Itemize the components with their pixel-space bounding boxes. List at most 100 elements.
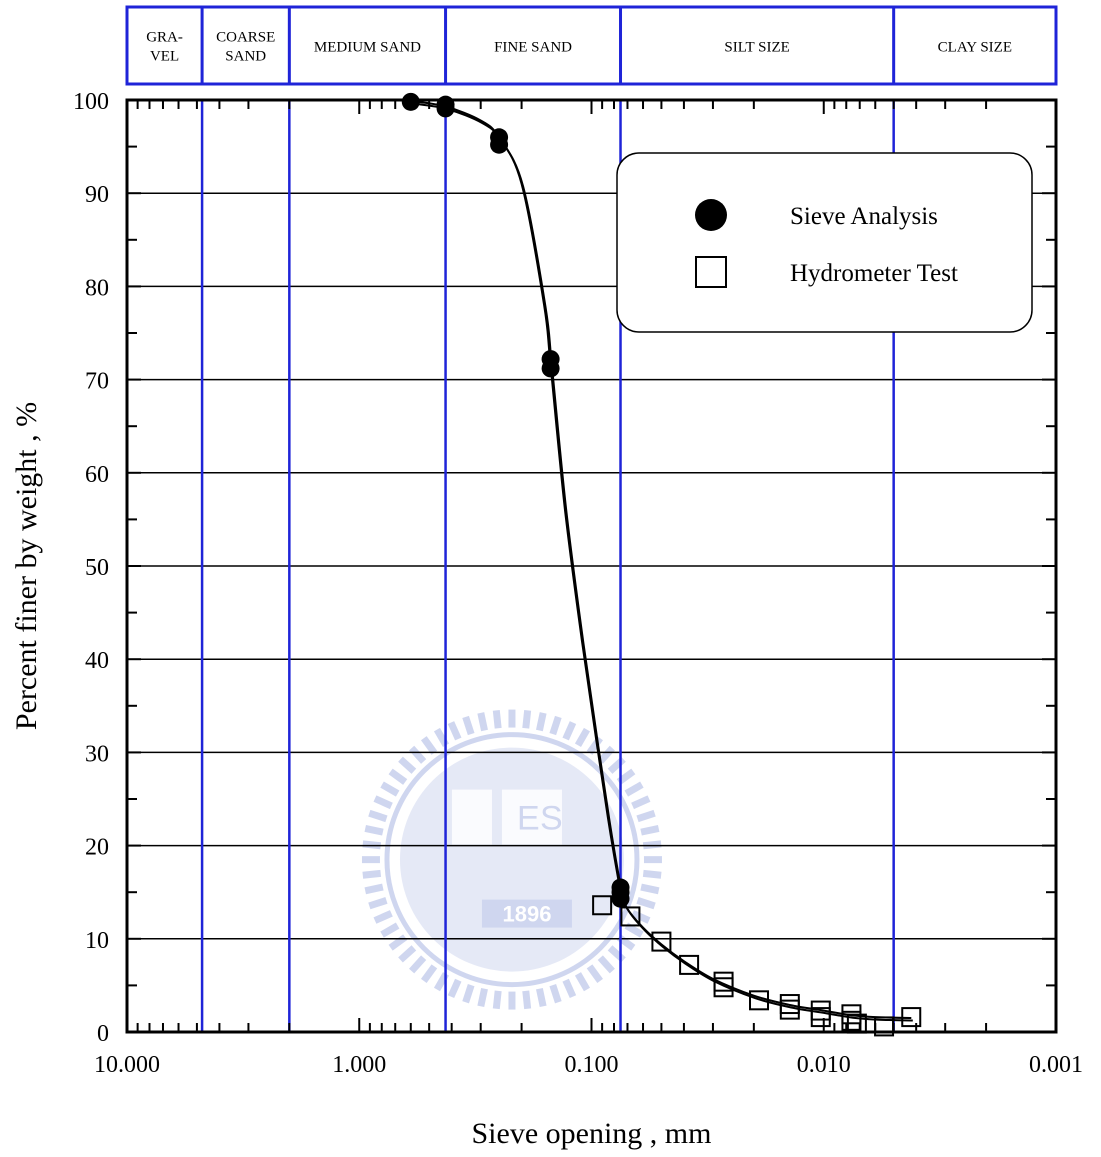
seal-ray — [364, 824, 384, 836]
seal-ray — [364, 883, 384, 895]
soil-classification-header: GRA- VEL COARSE SAND MEDIUM SAND FINE SAND SIL… — [125, 5, 1058, 86]
seal-ray — [409, 745, 427, 764]
y-tick-label: 90 — [85, 182, 109, 208]
hydrometer-test-point — [620, 906, 641, 927]
soil-zone-label: SAND — [225, 49, 266, 65]
y-tick-label: 100 — [73, 89, 109, 115]
hydrometer-test-point — [846, 1013, 867, 1034]
seal-panel — [501, 789, 562, 845]
sieve-analysis-point — [436, 99, 455, 118]
soil-zone-label: VEL — [150, 49, 179, 65]
seal-building — [451, 789, 492, 845]
hydrometer-test-point — [749, 990, 770, 1011]
seal-ray — [574, 727, 591, 748]
seal-ray — [640, 883, 660, 895]
soil-zone-label: GRA- — [146, 30, 183, 46]
hydrometer-test-point — [779, 999, 800, 1020]
x-axis-tick-labels: 10.000 1.000 0.100 0.010 0.001 — [94, 1052, 1083, 1078]
seal-ray — [368, 897, 388, 910]
seal-ray — [362, 869, 382, 879]
y-tick-label: 50 — [85, 555, 109, 581]
seal-ray — [477, 987, 488, 1008]
seal-ray — [522, 990, 532, 1010]
seal-ring — [384, 732, 640, 988]
seal-ray — [409, 955, 427, 974]
seal-ray — [462, 715, 475, 736]
seal-ray — [636, 897, 656, 910]
seal-ray — [535, 987, 547, 1008]
seal-ray — [574, 972, 591, 992]
seal-ray — [549, 715, 562, 736]
seal-letter-s: S — [540, 800, 563, 838]
seal-year: 1896 — [502, 902, 551, 927]
data-points — [401, 92, 922, 1037]
sieve-analysis-point — [611, 889, 630, 908]
seal-ray — [631, 795, 651, 810]
sieve-analysis-point — [401, 92, 420, 111]
soil-zone-label: FINE SAND — [494, 40, 572, 56]
seal-ray — [388, 768, 408, 785]
seal-ray — [636, 809, 656, 823]
seal-ray — [380, 781, 400, 797]
x-tick-label: 0.100 — [565, 1052, 619, 1078]
y-axis-tick-labels: 0 10 20 30 40 50 60 70 80 90 100 — [73, 89, 109, 1047]
legend-marker-circle — [695, 199, 727, 231]
soil-zone-label: MEDIUM SAND — [314, 40, 421, 56]
seal-ray — [597, 745, 615, 764]
zone-header-frame — [125, 5, 1058, 86]
seal-ray — [562, 978, 577, 999]
seal-ray — [624, 781, 644, 797]
seal-ray — [462, 984, 475, 1004]
seal-ray — [492, 710, 502, 729]
seal-ray — [447, 978, 462, 999]
hydrometer-test-point — [592, 895, 613, 916]
legend-marker-square — [695, 256, 727, 288]
plot-frame — [125, 98, 1058, 1034]
seal-ray — [562, 721, 577, 741]
seal-ray — [549, 984, 562, 1004]
hydrometer-test-point — [651, 931, 672, 952]
legend: Sieve Analysis Hydrometer Test — [616, 152, 1033, 333]
seal-ray — [420, 736, 438, 755]
x-tick-label: 0.010 — [797, 1052, 851, 1078]
seal-ray — [640, 824, 660, 836]
seal-ray — [597, 955, 615, 974]
sieve-analysis-point — [541, 359, 560, 378]
soil-zone-label: SILT SIZE — [724, 40, 789, 56]
y-tick-label: 70 — [85, 369, 109, 395]
seal-letter-e: E — [517, 800, 540, 838]
seal-ray — [373, 795, 393, 810]
x-axis-title: Sieve opening , mm — [472, 1117, 712, 1150]
seal-ray — [447, 721, 462, 741]
seal-ray — [522, 710, 532, 729]
hydrometer-test-point — [679, 954, 700, 975]
horizontal-gridlines — [127, 192, 1056, 940]
y-tick-label: 40 — [85, 648, 109, 674]
seal-ray — [492, 990, 502, 1010]
seal-ray — [631, 910, 651, 924]
seal-ray — [535, 712, 547, 732]
hydrometer-test-point — [713, 977, 734, 998]
university-seal-watermark: E S 1896 — [361, 709, 662, 1010]
seal-ray — [477, 712, 488, 732]
legend-box — [616, 152, 1033, 333]
seal-ray — [642, 869, 662, 879]
hydrometer-test-point — [874, 1016, 895, 1037]
hydrometer-test-point — [810, 1007, 831, 1028]
seal-ray — [380, 922, 400, 938]
seal-ray — [373, 910, 393, 924]
seal-ray — [398, 756, 417, 774]
seal-year-band — [481, 899, 572, 928]
seal-ray — [368, 809, 388, 823]
y-tick-label: 10 — [85, 928, 109, 954]
y-tick-label: 60 — [85, 462, 109, 488]
y-tick-label: 80 — [85, 275, 109, 301]
seal: E S 1896 — [361, 709, 662, 1010]
seal-ray — [398, 945, 417, 963]
gradation-curve — [412, 102, 913, 1022]
hydrometer-test-point — [901, 1007, 922, 1028]
x-tick-label: 0.001 — [1029, 1052, 1083, 1078]
x-tick-label: 1.000 — [332, 1052, 386, 1078]
seal-ray — [420, 964, 438, 983]
